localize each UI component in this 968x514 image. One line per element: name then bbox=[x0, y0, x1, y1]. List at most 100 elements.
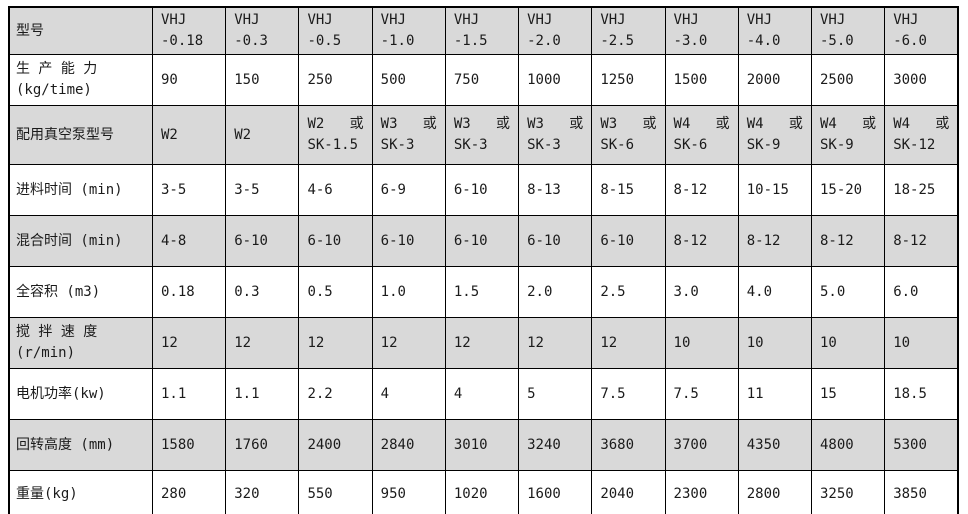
cell-model-3: VHJ -0.5 bbox=[298, 6, 373, 55]
cell-weight-5: 1020 bbox=[444, 470, 520, 514]
cell-feeding-time-1: 3-5 bbox=[151, 164, 227, 216]
cell-capacity-8: 1500 bbox=[664, 54, 739, 106]
cell-model-8: VHJ -3.0 bbox=[664, 6, 739, 55]
cell-model-11: VHJ -6.0 bbox=[884, 6, 959, 55]
cell-stirring-speed-11: 10 bbox=[884, 317, 959, 369]
cell-vacuum-pump-8: W4 或 SK-6 bbox=[664, 105, 739, 165]
row-label-stirring-speed: 搅 拌 速 度 (r/min) bbox=[8, 317, 153, 369]
cell-turning-height-7: 3680 bbox=[591, 419, 666, 471]
cell-capacity-3: 250 bbox=[298, 54, 373, 106]
row-label-capacity: 生 产 能 力 (kg/time) bbox=[8, 54, 153, 106]
cell-capacity-4: 500 bbox=[371, 54, 446, 106]
cell-total-volume-9: 4.0 bbox=[737, 266, 812, 318]
cell-stirring-speed-1: 12 bbox=[151, 317, 227, 369]
cell-model-7: VHJ -2.5 bbox=[591, 6, 666, 55]
cell-stirring-speed-7: 12 bbox=[591, 317, 666, 369]
cell-weight-8: 2300 bbox=[664, 470, 739, 514]
cell-total-volume-7: 2.5 bbox=[591, 266, 666, 318]
cell-motor-power-6: 5 bbox=[518, 368, 593, 420]
cell-model-6: VHJ -2.0 bbox=[518, 6, 593, 55]
cell-mixing-time-6: 6-10 bbox=[518, 215, 593, 267]
row-label-turning-height: 回转高度 (mm) bbox=[8, 419, 153, 471]
cell-feeding-time-11: 18-25 bbox=[884, 164, 959, 216]
cell-vacuum-pump-2: W2 bbox=[225, 105, 300, 165]
cell-capacity-2: 150 bbox=[225, 54, 300, 106]
cell-vacuum-pump-9: W4 或 SK-9 bbox=[737, 105, 812, 165]
cell-capacity-10: 2500 bbox=[810, 54, 886, 106]
cell-mixing-time-2: 6-10 bbox=[225, 215, 300, 267]
cell-feeding-time-10: 15-20 bbox=[810, 164, 886, 216]
cell-turning-height-5: 3010 bbox=[444, 419, 520, 471]
specs-table-body: 型号 VHJ -0.18 VHJ -0.3 VHJ -0.5 VHJ -1.0 VHJ -… bbox=[8, 6, 959, 514]
row-label-total-volume: 全容积 (m3) bbox=[8, 266, 153, 318]
cell-weight-3: 550 bbox=[298, 470, 373, 514]
cell-mixing-time-11: 8-12 bbox=[884, 215, 959, 267]
table-row-stirring-speed: 搅 拌 速 度 (r/min) 12 12 12 12 12 12 12 10 10 10 10 bbox=[8, 317, 959, 369]
cell-weight-4: 950 bbox=[371, 470, 446, 514]
cell-stirring-speed-3: 12 bbox=[298, 317, 373, 369]
cell-mixing-time-9: 8-12 bbox=[737, 215, 812, 267]
row-label-motor-power: 电机功率(kw) bbox=[8, 368, 153, 420]
cell-motor-power-1: 1.1 bbox=[151, 368, 227, 420]
table-row-weight: 重量(kg) 280 320 550 950 1020 1600 2040 2300 2800 32… bbox=[8, 470, 959, 514]
row-label-weight: 重量(kg) bbox=[8, 470, 153, 514]
cell-turning-height-4: 2840 bbox=[371, 419, 446, 471]
cell-capacity-5: 750 bbox=[444, 54, 520, 106]
cell-vacuum-pump-3: W2 或 SK-1.5 bbox=[298, 105, 373, 165]
row-label-feeding-time: 进料时间 (min) bbox=[8, 164, 153, 216]
cell-feeding-time-9: 10-15 bbox=[737, 164, 812, 216]
cell-vacuum-pump-11: W4 或 SK-12 bbox=[884, 105, 959, 165]
cell-turning-height-8: 3700 bbox=[664, 419, 739, 471]
cell-motor-power-5: 4 bbox=[444, 368, 520, 420]
cell-motor-power-10: 15 bbox=[810, 368, 886, 420]
cell-vacuum-pump-5: W3 或 SK-3 bbox=[444, 105, 520, 165]
cell-mixing-time-10: 8-12 bbox=[810, 215, 886, 267]
cell-weight-9: 2800 bbox=[737, 470, 812, 514]
cell-turning-height-3: 2400 bbox=[298, 419, 373, 471]
cell-total-volume-11: 6.0 bbox=[884, 266, 959, 318]
table-row-total-volume: 全容积 (m3) 0.18 0.3 0.5 1.0 1.5 2.0 2.5 3.0 4.0 5.0 6… bbox=[8, 266, 959, 318]
cell-weight-10: 3250 bbox=[810, 470, 886, 514]
table-row-motor-power: 电机功率(kw) 1.1 1.1 2.2 4 4 5 7.5 7.5 11 15 18.5 bbox=[8, 368, 959, 420]
cell-feeding-time-8: 8-12 bbox=[664, 164, 739, 216]
cell-turning-height-10: 4800 bbox=[810, 419, 886, 471]
cell-weight-6: 1600 bbox=[518, 470, 593, 514]
cell-vacuum-pump-10: W4 或 SK-9 bbox=[810, 105, 886, 165]
cell-turning-height-6: 3240 bbox=[518, 419, 593, 471]
cell-feeding-time-4: 6-9 bbox=[371, 164, 446, 216]
cell-feeding-time-3: 4-6 bbox=[298, 164, 373, 216]
cell-stirring-speed-9: 10 bbox=[737, 317, 812, 369]
row-label-mixing-time: 混合时间 (min) bbox=[8, 215, 153, 267]
table-row-capacity: 生 产 能 力 (kg/time) 90 150 250 500 750 1000 1250 1… bbox=[8, 54, 959, 106]
cell-capacity-6: 1000 bbox=[518, 54, 593, 106]
cell-feeding-time-7: 8-15 bbox=[591, 164, 666, 216]
cell-motor-power-3: 2.2 bbox=[298, 368, 373, 420]
cell-capacity-7: 1250 bbox=[591, 54, 666, 106]
cell-stirring-speed-2: 12 bbox=[225, 317, 300, 369]
table-row-vacuum-pump: 配用真空泵型号 W2 W2 W2 或 SK-1.5 W3 或 SK-3 W3 或 SK-3… bbox=[8, 105, 959, 165]
cell-weight-7: 2040 bbox=[591, 470, 666, 514]
cell-model-2: VHJ -0.3 bbox=[225, 6, 300, 55]
specs-table: 型号 VHJ -0.18 VHJ -0.3 VHJ -0.5 VHJ -1.0 VHJ -… bbox=[8, 6, 959, 514]
cell-feeding-time-2: 3-5 bbox=[225, 164, 300, 216]
cell-mixing-time-7: 6-10 bbox=[591, 215, 666, 267]
row-label-model: 型号 bbox=[8, 6, 153, 55]
cell-vacuum-pump-7: W3 或 SK-6 bbox=[591, 105, 666, 165]
cell-mixing-time-8: 8-12 bbox=[664, 215, 739, 267]
cell-stirring-speed-8: 10 bbox=[664, 317, 739, 369]
cell-motor-power-11: 18.5 bbox=[884, 368, 959, 420]
cell-capacity-1: 90 bbox=[151, 54, 227, 106]
row-label-vacuum-pump: 配用真空泵型号 bbox=[8, 105, 153, 165]
cell-turning-height-9: 4350 bbox=[737, 419, 812, 471]
cell-capacity-11: 3000 bbox=[884, 54, 959, 106]
cell-stirring-speed-4: 12 bbox=[371, 317, 446, 369]
cell-mixing-time-4: 6-10 bbox=[371, 215, 446, 267]
cell-feeding-time-6: 8-13 bbox=[518, 164, 593, 216]
cell-capacity-9: 2000 bbox=[737, 54, 812, 106]
cell-total-volume-8: 3.0 bbox=[664, 266, 739, 318]
cell-total-volume-10: 5.0 bbox=[810, 266, 886, 318]
cell-total-volume-6: 2.0 bbox=[518, 266, 593, 318]
cell-mixing-time-5: 6-10 bbox=[444, 215, 520, 267]
cell-model-5: VHJ -1.5 bbox=[444, 6, 520, 55]
